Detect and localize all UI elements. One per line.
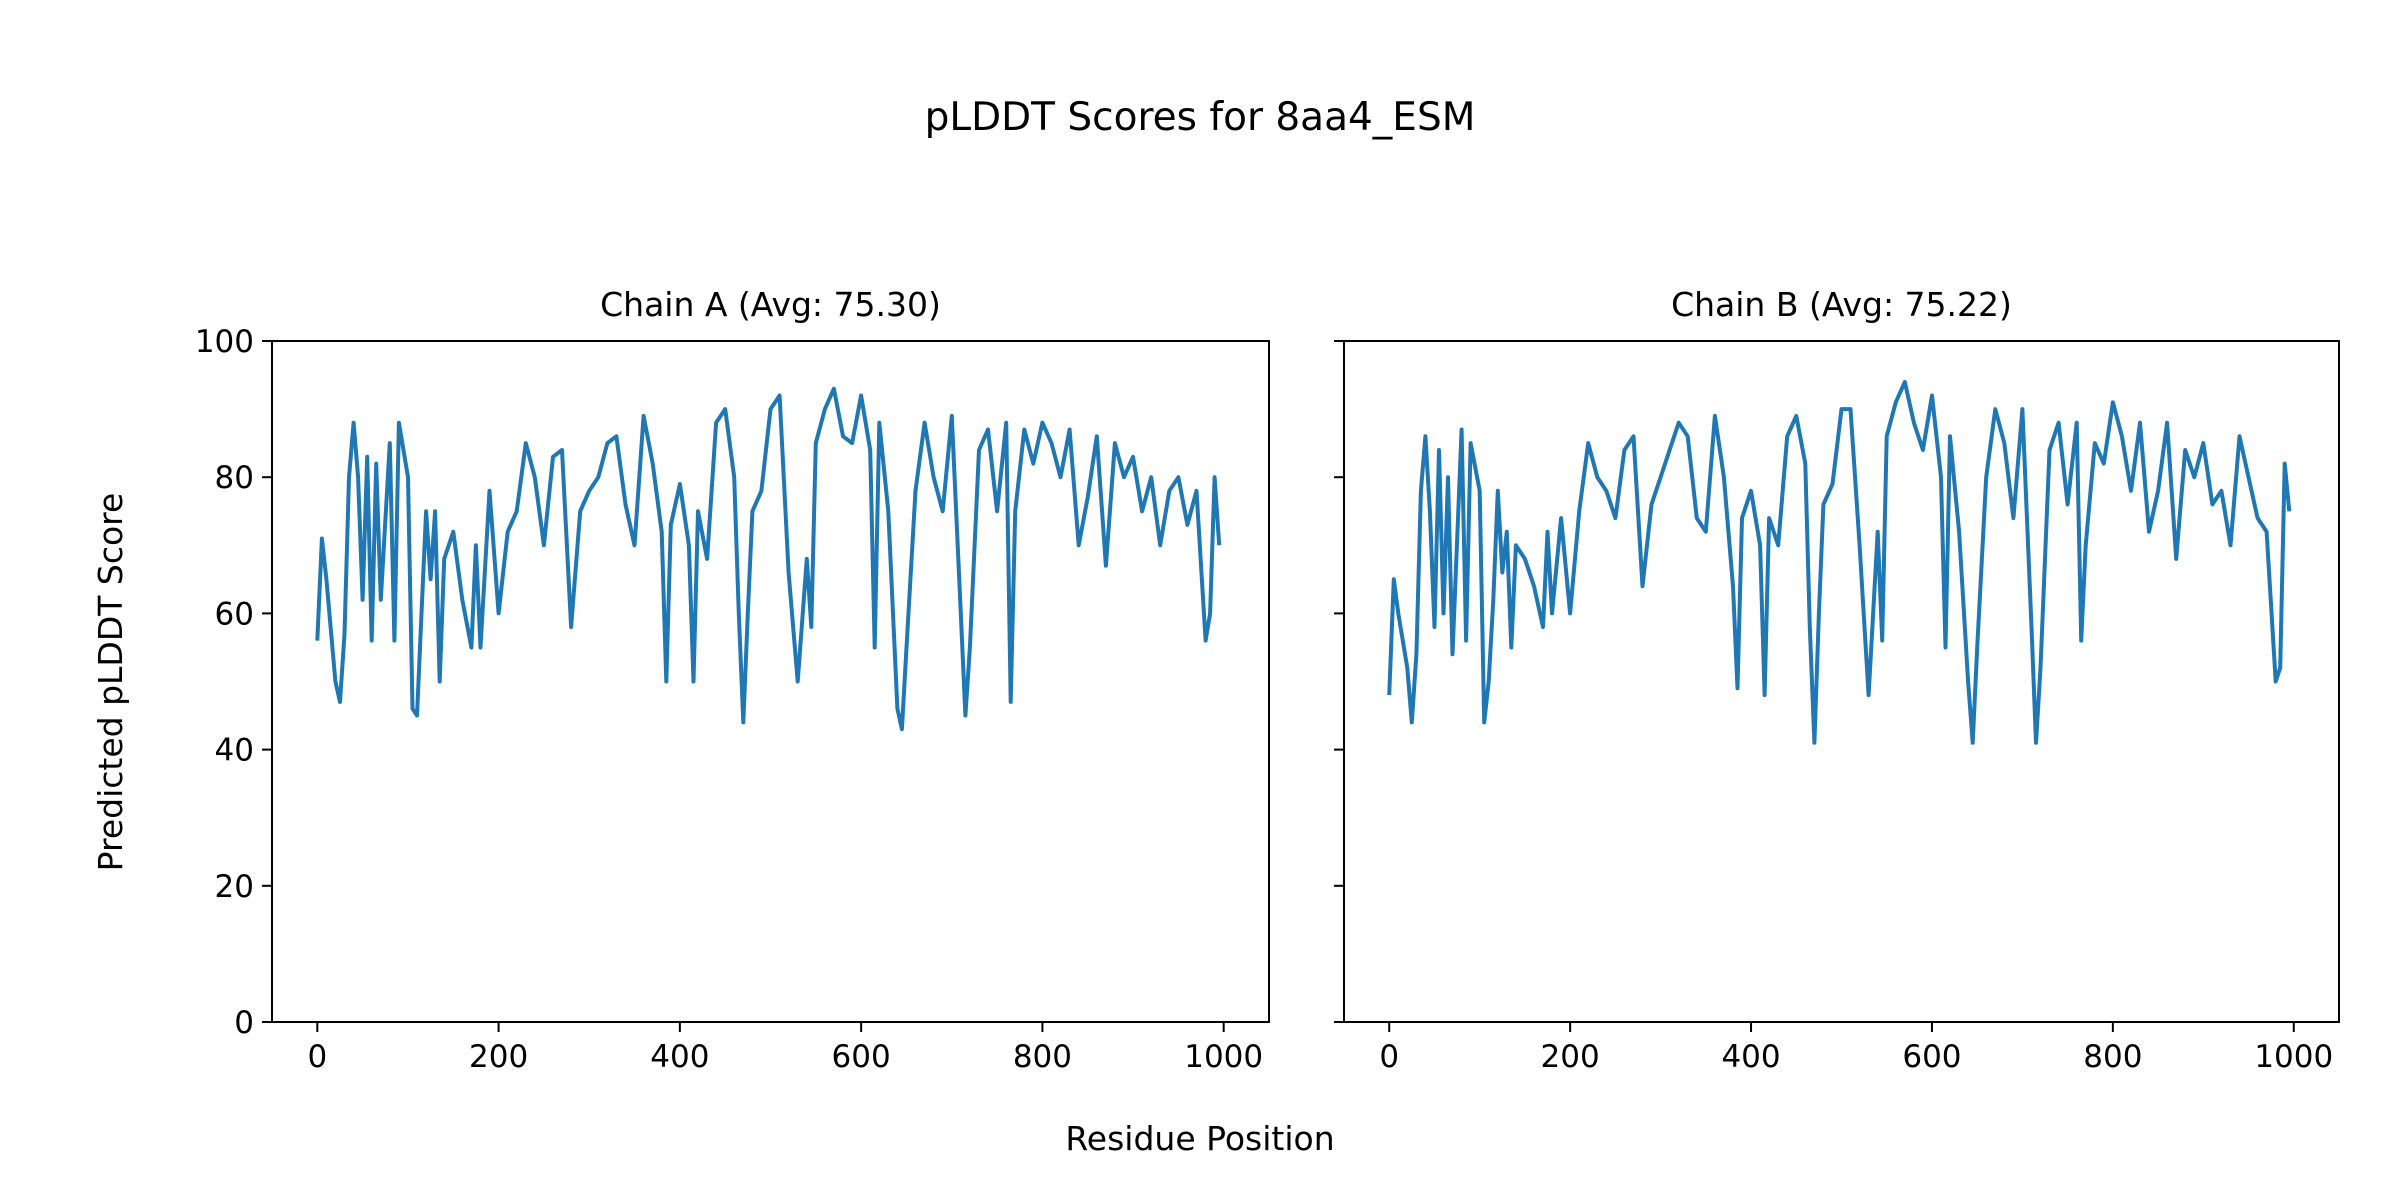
x-tick-label: 600 (832, 1039, 891, 1075)
chart-title: pLDDT Scores for 8aa4_ESM (925, 95, 1476, 140)
x-tick-label: 1000 (1184, 1039, 1263, 1075)
x-axis-label: Residue Position (1065, 1119, 1334, 1158)
y-tick-label: 40 (215, 733, 254, 769)
x-tick-label: 800 (1013, 1039, 1072, 1075)
y-tick-label: 0 (234, 1005, 254, 1041)
x-tick-label: 1000 (2254, 1039, 2333, 1075)
x-tick-label: 0 (307, 1039, 327, 1075)
plddt-series-line (315, 386, 1222, 732)
x-tick-label: 600 (1902, 1039, 1961, 1075)
y-tick-label: 80 (215, 460, 254, 496)
y-axis-label: Predicted pLDDT Score (91, 493, 130, 872)
subplot-title: Chain B (Avg: 75.22) (1671, 285, 2012, 324)
x-tick-label: 400 (650, 1039, 709, 1075)
panel-chain-a: Chain A (Avg: 75.30) 0 200 400 600 800 1000 0 20… (195, 285, 1270, 1075)
x-tick-label: 800 (2083, 1039, 2142, 1075)
y-tick-label: 20 (215, 869, 254, 905)
y-tick-label: 60 (215, 596, 254, 632)
x-tick-label: 400 (1721, 1039, 1780, 1075)
subplot-title: Chain A (Avg: 75.30) (600, 285, 941, 324)
x-tick-label: 0 (1379, 1039, 1399, 1075)
x-tick-label: 200 (1541, 1039, 1600, 1075)
axes-frame (1343, 340, 2340, 1023)
plddt-series-line (1387, 379, 2292, 745)
y-tick-label: 100 (195, 324, 254, 360)
x-tick-label: 200 (469, 1039, 528, 1075)
panel-chain-b: Chain B (Avg: 75.22) 0 200 400 600 800 1000 (1334, 285, 2340, 1075)
axes-frame (271, 340, 1270, 1023)
